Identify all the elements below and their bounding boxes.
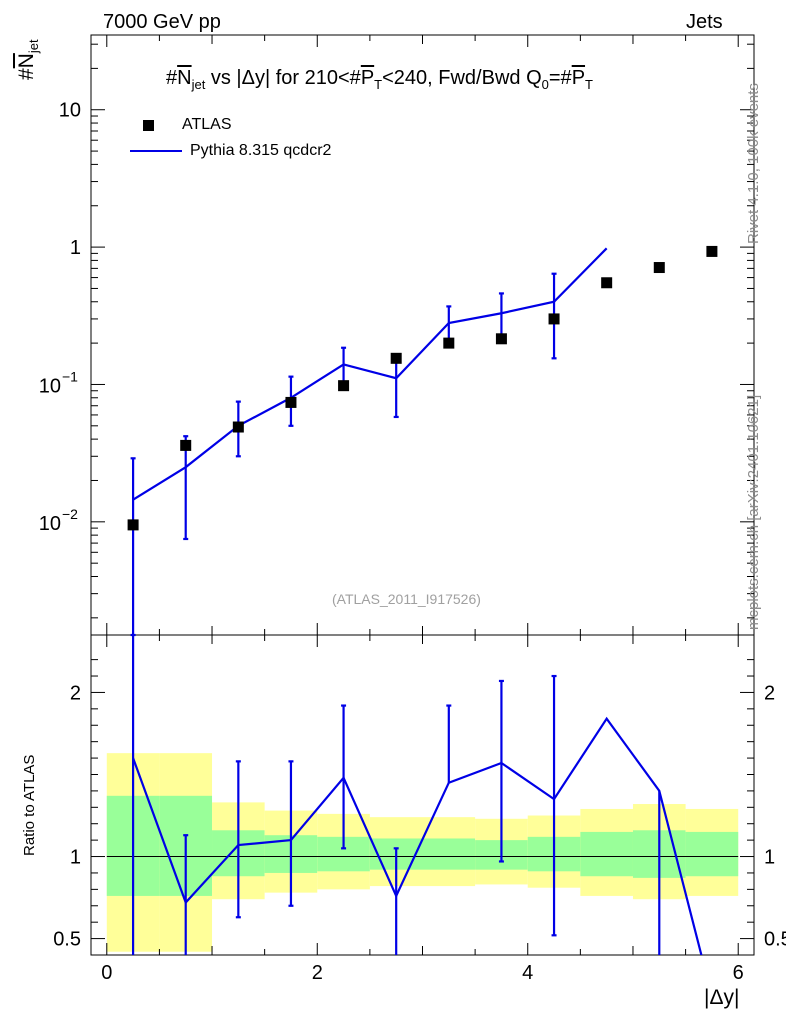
atlas-data-point (706, 245, 718, 257)
x-tick-label: 2 (312, 962, 323, 984)
ratio-series-line (132, 716, 703, 955)
atlas-data-point (180, 439, 192, 451)
atlas-data-point (443, 337, 455, 349)
atlas-data-point (653, 262, 665, 274)
x-axis-label: |Δy| (704, 986, 740, 1009)
x-tick-label: 0 (101, 962, 112, 984)
ratio-y-tick-label: 2 (70, 682, 81, 704)
pythia-series-line (132, 247, 608, 501)
legend-label-pythia: Pythia 8.315 qcdcr2 (190, 142, 332, 159)
top-y-tick-label: 1 (70, 237, 81, 259)
x-tick-label: 4 (522, 962, 533, 984)
atlas-data-point (232, 421, 244, 433)
band-green (685, 831, 739, 877)
legend: ATLAS Pythia 8.315 qcdcr2 (130, 112, 331, 164)
legend-label-atlas: ATLAS (182, 116, 232, 133)
side-label-rivet: Rivet 4.1.0, 100k events (745, 83, 762, 244)
x-tick-label: 6 (733, 962, 744, 984)
legend-entry-pythia: Pythia 8.315 qcdcr2 (130, 138, 331, 164)
atlas-data-point (495, 333, 507, 345)
atlas-data-point (548, 313, 560, 325)
top-y-tick-label: 10 (59, 100, 81, 122)
ratio-y-axis-label: Ratio to ATLAS (21, 754, 38, 856)
top-y-tick-label: 10 (39, 513, 61, 535)
legend-marker-square (143, 119, 154, 131)
atlas-data-point (601, 277, 613, 289)
header-energy: 7000 GeV pp (103, 11, 221, 33)
chart-title: #Njet vs |Δy| for 210<#PT<240, Fwd/Bwd Q… (166, 67, 593, 92)
atlas-data-point (127, 519, 139, 531)
legend-entry-atlas: ATLAS (130, 112, 331, 138)
top-y-axis-label: #Njet (15, 39, 42, 80)
atlas-data-point (285, 396, 297, 408)
top-y-tick-exponent: −1 (62, 368, 78, 384)
band-green (580, 831, 633, 877)
side-label-mcplots: mcplots.cern.ch [arXiv:2401.10621] (745, 394, 762, 630)
ratio-y-tick-label: 1 (70, 847, 81, 869)
band-green (422, 838, 476, 870)
header-process: Jets (686, 11, 723, 33)
atlas-data-point (390, 352, 402, 364)
ratio-y-tick-label: 0.5 (53, 929, 81, 951)
analysis-id-annotation: (ATLAS_2011_I917526) (332, 591, 481, 607)
ratio-panel-axes: 0 2 4 6 0.5 0.5 1 1 2 2 (53, 634, 786, 984)
top-y-tick-label: 10 (39, 375, 61, 397)
ratio-y-tick-label-right: 2 (764, 682, 775, 704)
uncertainty-bands (106, 753, 739, 952)
ratio-panel-series (130, 635, 703, 955)
top-panel-series (127, 245, 718, 635)
atlas-data-point (338, 380, 350, 392)
top-y-tick-exponent: −2 (62, 506, 78, 522)
ratio-y-tick-label-right: 1 (764, 847, 775, 869)
legend-marker-line (130, 150, 182, 152)
ratio-y-tick-label-right: 0.5 (764, 929, 786, 951)
